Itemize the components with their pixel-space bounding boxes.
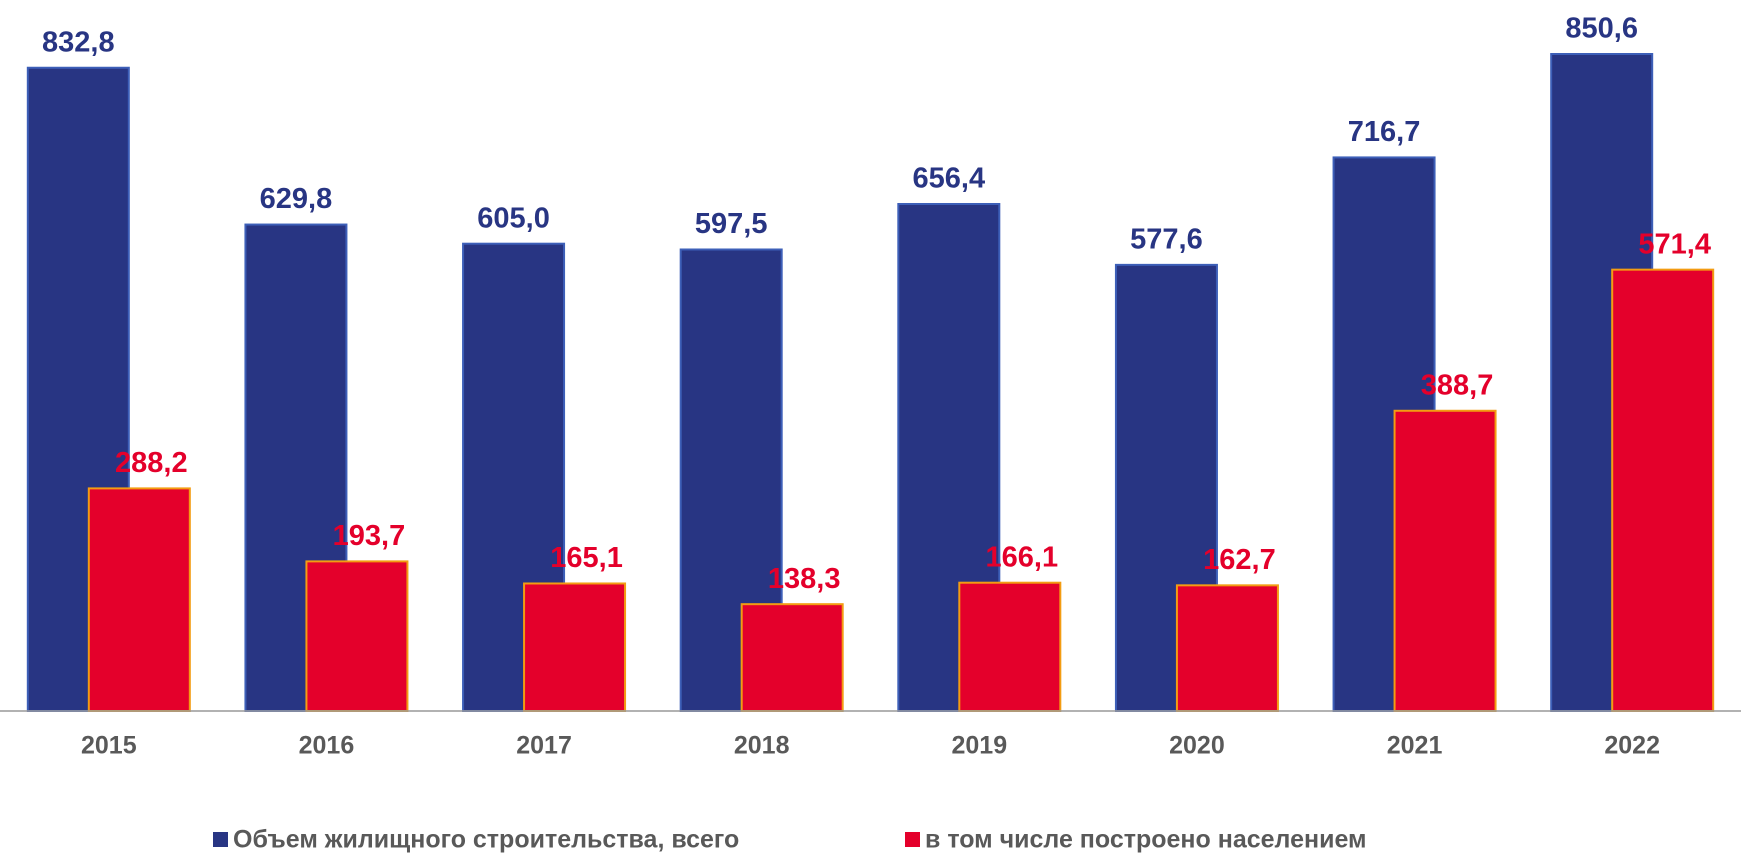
value-label: 288,2: [115, 447, 188, 479]
x-tick-label: 2019: [952, 732, 1008, 760]
legend-swatch: [905, 832, 920, 847]
bar: [740, 603, 844, 712]
value-label: 162,7: [1203, 544, 1276, 576]
bar: [1611, 268, 1715, 712]
value-label: 832,8: [42, 26, 115, 58]
bar: [1393, 409, 1497, 712]
x-tick-label: 2015: [81, 732, 137, 760]
bar: [1175, 584, 1279, 712]
x-tick-label: 2020: [1169, 732, 1225, 760]
value-label: 597,5: [695, 208, 768, 240]
bar: [958, 581, 1062, 712]
value-label: 571,4: [1638, 228, 1711, 260]
value-label: 850,6: [1565, 13, 1638, 45]
value-label: 656,4: [913, 163, 986, 195]
legend-label: Объем жилищного строительства, всего: [233, 826, 739, 854]
bar: [523, 582, 627, 712]
value-label: 166,1: [986, 541, 1059, 573]
x-tick-label: 2018: [734, 732, 790, 760]
x-tick-label: 2021: [1387, 732, 1443, 760]
value-label: 193,7: [333, 520, 406, 552]
x-tick-label: 2016: [299, 732, 355, 760]
value-label: 605,0: [477, 202, 550, 234]
value-label: 629,8: [260, 183, 333, 215]
value-label: 165,1: [550, 542, 623, 574]
value-label: 388,7: [1421, 369, 1494, 401]
bar: [305, 560, 409, 712]
value-label: 716,7: [1348, 116, 1421, 148]
legend-label: в том числе построено населением: [925, 826, 1367, 854]
legend-swatch: [213, 832, 228, 847]
x-tick-label: 2017: [516, 732, 572, 760]
value-label: 138,3: [768, 563, 841, 595]
value-label: 577,6: [1130, 224, 1203, 256]
x-tick-label: 2022: [1604, 732, 1660, 760]
bar: [87, 487, 191, 712]
